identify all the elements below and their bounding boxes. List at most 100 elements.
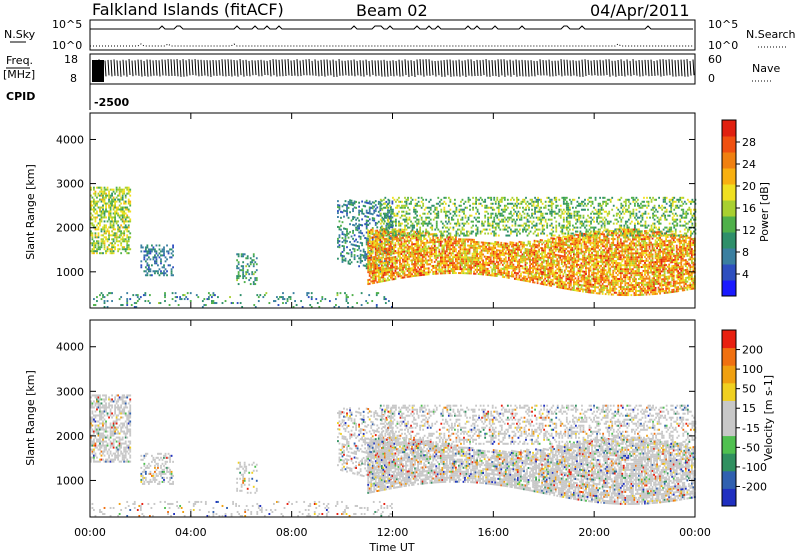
echo-cell (588, 277, 590, 280)
echo-cell (393, 278, 395, 281)
echo-cell (117, 208, 120, 211)
echo-cell (370, 206, 373, 209)
echo-cell (374, 261, 377, 264)
echo-cell (406, 248, 409, 251)
echo-cell (383, 244, 386, 247)
echo-cell (597, 246, 599, 249)
echo-cell (598, 254, 601, 257)
echo-cell (619, 262, 622, 265)
echo-cell (642, 277, 645, 280)
echo-cell (560, 261, 563, 264)
echo-cell (108, 226, 110, 229)
echo-cell (377, 239, 380, 242)
echo-cell (563, 237, 566, 240)
echo-cell (556, 278, 559, 281)
echo-cell (644, 289, 646, 292)
echo-cell (380, 252, 383, 255)
echo-cell (403, 234, 406, 237)
echo-cell (642, 287, 645, 290)
echo-cell (627, 276, 630, 279)
echo-cell (155, 252, 158, 255)
echo-cell (653, 279, 655, 282)
echo-cell (598, 248, 601, 251)
echo-cell (503, 260, 506, 263)
echo-cell (379, 207, 382, 210)
echo-cell (574, 247, 577, 250)
echo-cell (556, 262, 559, 265)
echo-cell (577, 277, 580, 280)
echo-cell (237, 263, 240, 266)
echo-cell (373, 260, 376, 263)
echo-cell (645, 241, 648, 244)
echo-cell (638, 268, 640, 271)
echo-cell (550, 237, 553, 240)
echo-cell (470, 258, 472, 261)
echo-cell (648, 239, 651, 242)
echo-cell (126, 252, 129, 255)
echo-cell (391, 252, 394, 255)
echo-cell (641, 271, 643, 274)
echo-cell (595, 268, 598, 271)
echo-cell (100, 234, 103, 237)
echo-cell (594, 276, 596, 279)
echo-cell (548, 272, 551, 275)
echo-cell (562, 261, 565, 264)
echo-cell (633, 252, 636, 255)
freq-sample (401, 60, 404, 77)
echo-cell (597, 236, 599, 239)
echo-cell (479, 271, 482, 274)
echo-cell (598, 260, 601, 263)
echo-cell (144, 266, 147, 269)
echo-cell (118, 186, 121, 189)
echo-cell (486, 250, 489, 253)
freq-sample (551, 60, 554, 77)
echo-cell (536, 258, 539, 261)
echo-cell (433, 270, 436, 273)
echo-cell (93, 210, 95, 213)
echo-cell (126, 228, 129, 231)
echo-cell (514, 252, 516, 254)
echo-cell (615, 281, 618, 284)
echo-cell (421, 273, 424, 276)
echo-cell (642, 263, 645, 266)
echo-cell (550, 284, 553, 287)
echo-cell (365, 209, 368, 212)
freq-sample (140, 59, 143, 77)
echo-cell (483, 243, 486, 246)
echo-cell (520, 243, 522, 246)
echo-cell (455, 240, 457, 243)
echo-cell (633, 278, 636, 281)
echo-cell (383, 263, 386, 266)
echo-cell (94, 190, 97, 193)
echo-cell (641, 246, 643, 249)
echo-cell (374, 247, 377, 250)
echo-cell (500, 251, 503, 254)
echo-cell (492, 272, 495, 275)
echo-cell (246, 263, 249, 266)
echo-cell (455, 264, 457, 267)
echo-cell (621, 248, 624, 251)
echo-cell (127, 186, 130, 189)
echo-cell (592, 285, 595, 288)
echo-cell (382, 256, 385, 259)
echo-cell (550, 241, 553, 244)
echo-cell (518, 276, 521, 279)
echo-cell (418, 260, 421, 263)
echo-cell (582, 276, 584, 279)
echo-cell (654, 255, 657, 258)
echo-cell (393, 266, 395, 269)
echo-cell (117, 248, 120, 251)
echo-cell (625, 256, 628, 259)
echo-cell (146, 272, 149, 275)
echo-cell (653, 273, 655, 276)
echo-cell (591, 234, 593, 237)
echo-cell (595, 276, 598, 279)
echo-cell (473, 260, 475, 263)
echo-cell (240, 269, 243, 272)
echo-cell (566, 250, 569, 253)
echo-cell (607, 279, 610, 282)
echo-cell (421, 271, 424, 274)
echo-cell (579, 252, 581, 255)
echo-cell (376, 257, 379, 260)
echo-cell (373, 273, 376, 276)
